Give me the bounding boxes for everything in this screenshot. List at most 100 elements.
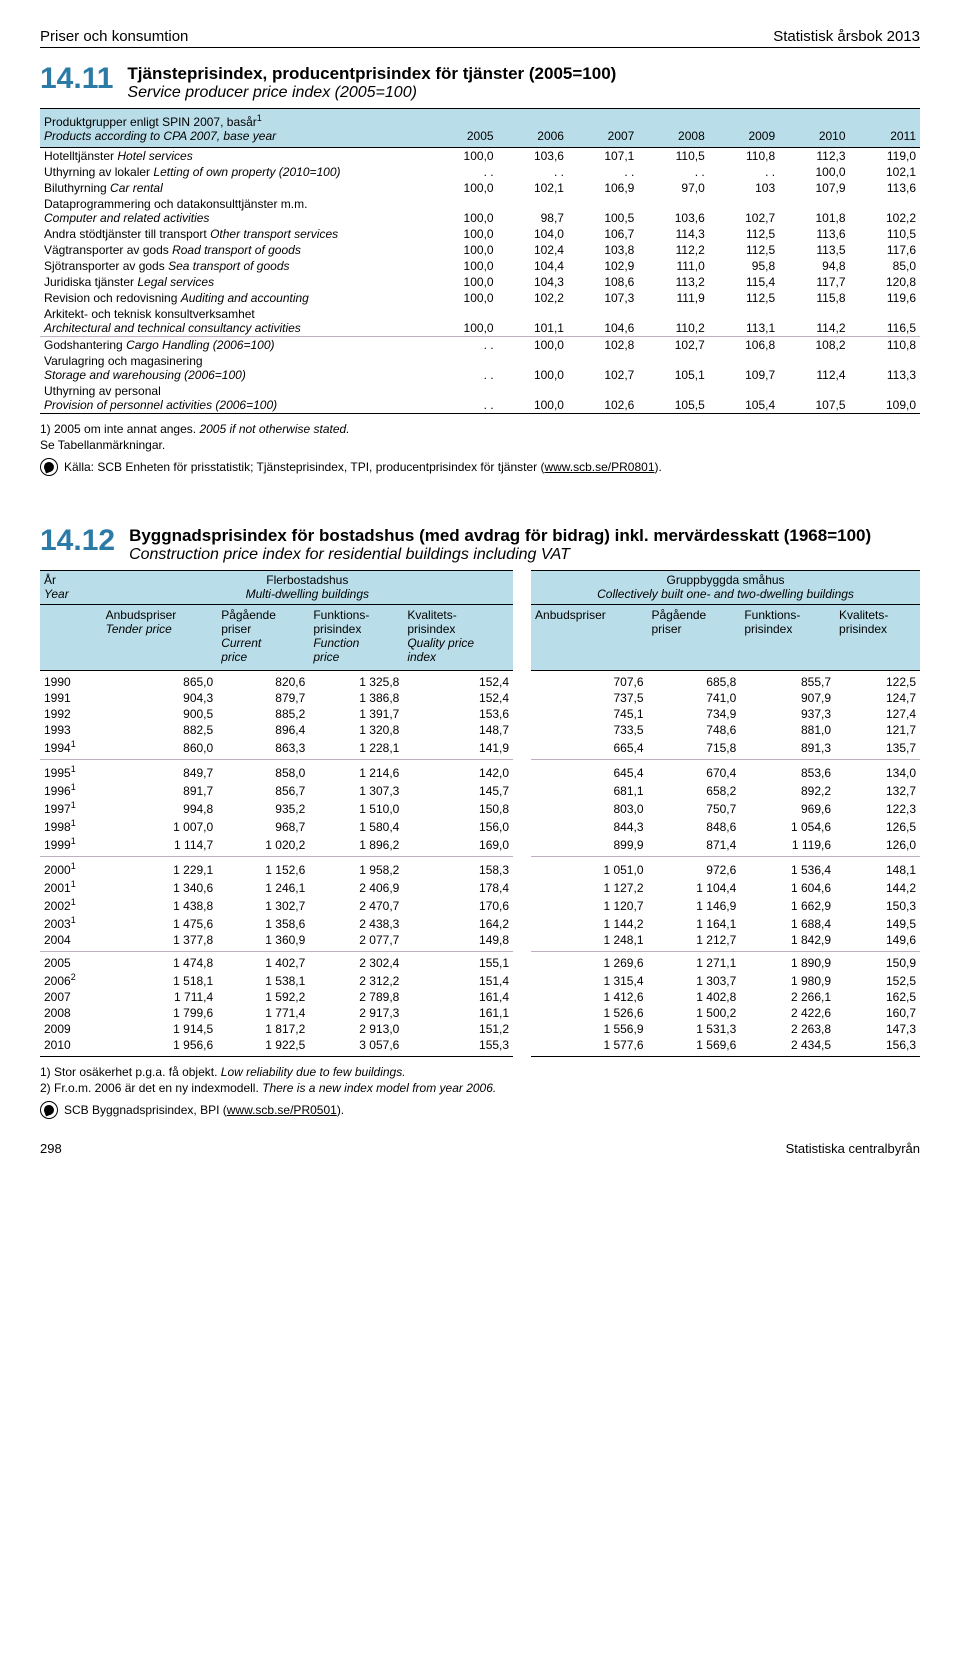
cell: 715,8: [648, 738, 741, 760]
cell: . .: [427, 164, 497, 180]
row-label: Juridiska tjänster Legal services: [40, 274, 427, 290]
col-header: Funktions-prisindex: [740, 605, 835, 671]
cell: 102,2: [498, 290, 568, 306]
cell: 148,7: [403, 722, 513, 738]
cell: 160,7: [835, 1005, 920, 1021]
cell: 104,6: [568, 306, 638, 337]
cell: 126,0: [835, 835, 920, 857]
cell: 141,9: [403, 738, 513, 760]
cell: 1 526,6: [531, 1005, 647, 1021]
cell: 904,3: [102, 690, 218, 706]
cell: 3 057,6: [309, 1037, 403, 1057]
col-header: Kvalitets-prisindexQuality priceindex: [403, 605, 513, 671]
cell: 107,1: [568, 148, 638, 165]
cell: 1 127,2: [531, 878, 647, 896]
cell: 142,0: [403, 760, 513, 782]
cell: 151,2: [403, 1021, 513, 1037]
table-row: 200621 518,11 538,12 312,2151,41 315,41 …: [40, 971, 920, 989]
cell: 112,4: [779, 353, 849, 383]
year-cell: 20001: [40, 857, 102, 879]
section-14-11-head: 14.11 Tjänsteprisindex, producentprisind…: [40, 64, 920, 102]
col-header: PågåendepriserCurrentprice: [217, 605, 309, 671]
cell: 968,7: [217, 817, 309, 835]
cell: 102,7: [709, 196, 779, 226]
source-icon: [40, 1101, 58, 1119]
cell: 891,7: [102, 781, 218, 799]
cell: 110,5: [850, 226, 920, 242]
cell: 1 212,7: [648, 932, 741, 952]
section-14-12-head: 14.12 Byggnadsprisindex för bostadshus (…: [40, 526, 920, 564]
table-row: Revision och redovisning Auditing and ac…: [40, 290, 920, 306]
cell: 935,2: [217, 799, 309, 817]
cell: 100,5: [568, 196, 638, 226]
cell: 112,5: [709, 290, 779, 306]
year-cell: 20021: [40, 896, 102, 914]
col-header: Funktions-prisindexFunctionprice: [309, 605, 403, 671]
cell: 85,0: [850, 258, 920, 274]
header-right: Statistisk årsbok 2013: [773, 28, 920, 45]
cell: 100,0: [427, 148, 497, 165]
cell: 820,6: [217, 671, 309, 691]
source-link[interactable]: www.scb.se/PR0501: [227, 1103, 337, 1117]
cell: 115,4: [709, 274, 779, 290]
cell: 665,4: [531, 738, 647, 760]
cell: 1 114,7: [102, 835, 218, 857]
cell: 1 817,2: [217, 1021, 309, 1037]
cell: 100,0: [498, 383, 568, 414]
cell: 1 402,8: [648, 989, 741, 1005]
cell: 1 914,5: [102, 1021, 218, 1037]
cell: 1 958,2: [309, 857, 403, 879]
year-cell: 20011: [40, 878, 102, 896]
cell: 104,0: [498, 226, 568, 242]
cell: 98,7: [498, 196, 568, 226]
cell: 102,2: [850, 196, 920, 226]
cell: 1 164,1: [648, 914, 741, 932]
cell: 1 536,4: [740, 857, 835, 879]
source-link[interactable]: www.scb.se/PR0801: [544, 460, 654, 474]
table-row: 199911 114,71 020,21 896,2169,0899,9871,…: [40, 835, 920, 857]
col-year: 2006: [498, 109, 568, 148]
cell: 114,2: [779, 306, 849, 337]
cell: 707,6: [531, 671, 647, 691]
footnote: 1) 2005 om inte annat anges. 2005 if not…: [40, 422, 920, 436]
cell: 112,3: [779, 148, 849, 165]
cell: 122,3: [835, 799, 920, 817]
cell: 102,1: [498, 180, 568, 196]
cell: 148,1: [835, 857, 920, 879]
table-row: Juridiska tjänster Legal services100,010…: [40, 274, 920, 290]
cell: 2 077,7: [309, 932, 403, 952]
cell: . .: [427, 383, 497, 414]
section-title-en: Construction price index for residential…: [129, 546, 871, 564]
cell: 737,5: [531, 690, 647, 706]
cell: 152,4: [403, 671, 513, 691]
cell: 102,7: [568, 353, 638, 383]
cell: 106,9: [568, 180, 638, 196]
cell: 1 051,0: [531, 857, 647, 879]
group-multi: FlerbostadshusMulti-dwelling buildings: [102, 571, 513, 605]
year-cell: 2004: [40, 932, 102, 952]
cell: 100,0: [427, 196, 497, 226]
table-row: Uthyrning av personalProvision of person…: [40, 383, 920, 414]
section-number: 14.11: [40, 64, 113, 94]
table-row: 200211 438,81 302,72 470,7170,61 120,71 …: [40, 896, 920, 914]
page-footer: 298 Statistiska centralbyrån: [40, 1141, 920, 1156]
year-cell: 20031: [40, 914, 102, 932]
cell: 117,6: [850, 242, 920, 258]
cell: 900,5: [102, 706, 218, 722]
section-titles: Byggnadsprisindex för bostadshus (med av…: [129, 526, 871, 564]
cell: 2 406,9: [309, 878, 403, 896]
cell: 1 377,8: [102, 932, 218, 952]
cell: 1 320,8: [309, 722, 403, 738]
table-row: 20051 474,81 402,72 302,4155,11 269,61 2…: [40, 952, 920, 972]
table-row: 19951849,7858,01 214,6142,0645,4670,4853…: [40, 760, 920, 782]
row-label: Hotelltjänster Hotel services: [40, 148, 427, 165]
cell: 670,4: [648, 760, 741, 782]
cell: 1 358,6: [217, 914, 309, 932]
cell: 2 470,7: [309, 896, 403, 914]
cell: 1 307,3: [309, 781, 403, 799]
cell: 1 228,1: [309, 738, 403, 760]
table-row: 1990865,0820,61 325,8152,4707,6685,8855,…: [40, 671, 920, 691]
cell: 1 054,6: [740, 817, 835, 835]
cell: 1 500,2: [648, 1005, 741, 1021]
cell: 882,5: [102, 722, 218, 738]
